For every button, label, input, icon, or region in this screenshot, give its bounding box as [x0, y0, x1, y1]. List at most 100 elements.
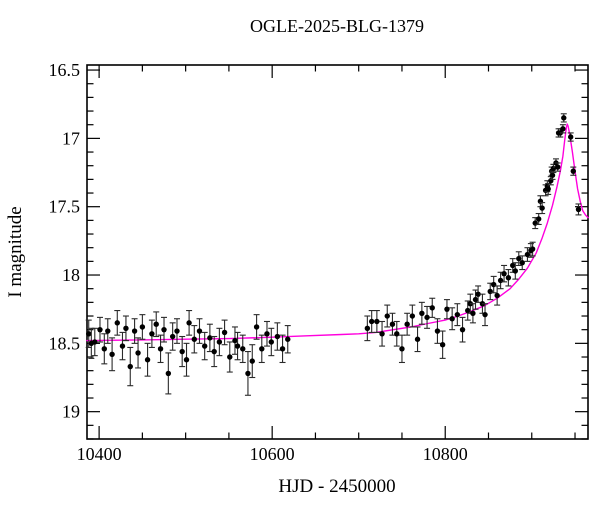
data-point — [127, 363, 133, 370]
data-point — [449, 316, 455, 322]
data-point — [560, 126, 566, 132]
y-tick-label: 18.5 — [49, 333, 81, 353]
data-point — [101, 346, 108, 352]
data-point — [454, 311, 461, 318]
data-point — [570, 168, 576, 174]
data-point — [216, 339, 223, 345]
data-point — [105, 328, 111, 334]
data-point — [539, 205, 545, 211]
data-point — [419, 310, 425, 316]
x-tick-label: 10400 — [77, 444, 122, 464]
data-point — [97, 326, 103, 333]
data-point — [123, 325, 129, 332]
data-point — [414, 336, 421, 342]
data-point — [186, 320, 192, 326]
data-point — [153, 321, 159, 327]
data-point — [501, 270, 507, 277]
data-point — [259, 346, 265, 352]
data-point — [470, 310, 476, 316]
data-point — [119, 343, 126, 349]
y-tick-label: 17.5 — [49, 197, 81, 217]
data-point — [434, 328, 441, 334]
data-point — [183, 357, 190, 363]
data-point — [424, 314, 430, 321]
data-point — [528, 247, 534, 254]
data-point — [109, 351, 115, 357]
data-point — [379, 331, 385, 337]
data-point — [516, 255, 522, 262]
data-point — [139, 324, 146, 330]
data-point — [174, 328, 180, 334]
data-point — [535, 216, 542, 222]
x-tick-label: 10800 — [423, 444, 468, 464]
data-point — [201, 343, 208, 349]
data-point — [575, 206, 582, 213]
data-point — [179, 348, 185, 355]
data-point — [368, 318, 375, 325]
data-point — [227, 354, 233, 360]
data-point — [505, 275, 512, 281]
data-point — [240, 346, 246, 352]
data-point — [444, 306, 450, 312]
data-point — [494, 292, 500, 299]
data-point — [92, 339, 98, 345]
data-point — [234, 343, 241, 349]
data-point — [561, 115, 567, 121]
plot-area: 10400 10600 10800 16.5 17 17.5 18 18.5 19 — [49, 60, 589, 464]
data-point — [253, 324, 260, 330]
data-point — [165, 370, 172, 377]
data-point — [161, 326, 167, 333]
x-tick-label: 10600 — [250, 444, 295, 464]
chart-title: OGLE-2025-BLG-1379 — [250, 16, 424, 36]
y-tick-label: 19 — [62, 402, 80, 422]
y-tick-label: 18 — [62, 265, 80, 285]
data-point — [149, 331, 155, 337]
x-axis-label: HJD - 2450000 — [278, 476, 395, 497]
data-point — [545, 186, 551, 192]
data-point — [549, 172, 556, 178]
data-point — [389, 321, 396, 327]
data-point — [274, 333, 281, 340]
data-point — [524, 251, 531, 258]
y-tick-label: 16.5 — [49, 60, 81, 80]
data-point — [429, 305, 435, 311]
data-point — [221, 329, 228, 336]
data-point — [144, 357, 151, 363]
model-curve — [86, 123, 589, 342]
data-point — [555, 164, 561, 170]
data-point — [135, 350, 141, 356]
data-point — [519, 260, 525, 266]
y-axis-label: I magnitude — [5, 206, 26, 297]
data-point — [399, 346, 405, 352]
data-point — [472, 296, 479, 303]
data-point — [196, 328, 203, 334]
data-point — [86, 331, 92, 337]
data-point — [245, 370, 251, 377]
y-tick-label: 17 — [62, 128, 80, 148]
data-point — [285, 336, 291, 342]
data-point — [211, 348, 217, 355]
data-point — [475, 291, 481, 297]
data-point — [268, 339, 275, 345]
data-point — [364, 325, 371, 332]
data-point — [394, 331, 400, 337]
data-point — [264, 331, 270, 337]
data-point — [459, 326, 466, 333]
data-point — [512, 268, 519, 274]
data-point — [404, 321, 410, 327]
data-point — [439, 342, 446, 348]
data-point — [510, 262, 516, 269]
data-point — [279, 346, 286, 352]
data-point — [374, 318, 380, 325]
data-point — [567, 134, 574, 140]
data-point — [114, 320, 120, 326]
data-point — [131, 328, 138, 334]
data-point — [169, 333, 176, 340]
data-point — [232, 337, 238, 344]
data-point — [482, 311, 488, 318]
data-point — [191, 336, 197, 342]
data-point — [249, 358, 255, 364]
data-point — [409, 313, 416, 319]
